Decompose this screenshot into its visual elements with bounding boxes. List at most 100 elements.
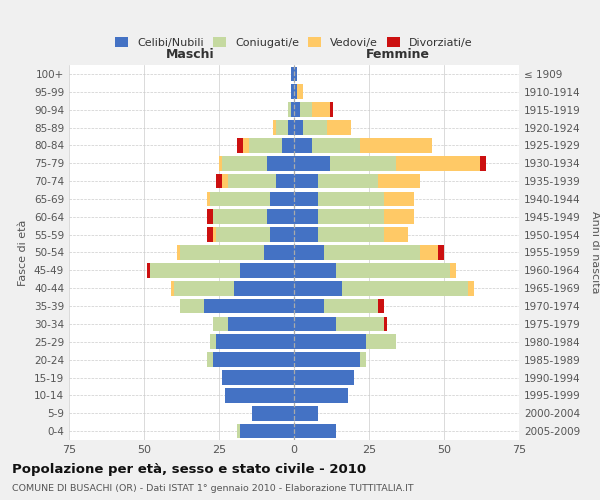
- Legend: Celibi/Nubili, Coniugati/e, Vedovi/e, Divorziati/e: Celibi/Nubili, Coniugati/e, Vedovi/e, Di…: [111, 33, 477, 52]
- Bar: [225, 388, 294, 402]
- Bar: [207, 210, 213, 224]
- Bar: [294, 316, 336, 331]
- Bar: [294, 210, 318, 224]
- Bar: [300, 102, 312, 117]
- Bar: [252, 406, 294, 420]
- Bar: [336, 316, 384, 331]
- Bar: [318, 192, 384, 206]
- Bar: [219, 156, 222, 170]
- Bar: [207, 352, 213, 367]
- Bar: [294, 192, 318, 206]
- Bar: [384, 192, 414, 206]
- Bar: [288, 120, 294, 135]
- Bar: [207, 192, 210, 206]
- Bar: [294, 66, 297, 81]
- Bar: [342, 281, 468, 295]
- Bar: [294, 245, 324, 260]
- Bar: [294, 156, 330, 170]
- Bar: [384, 228, 408, 242]
- Bar: [297, 84, 303, 99]
- Bar: [267, 210, 294, 224]
- Bar: [312, 138, 360, 152]
- Bar: [210, 192, 270, 206]
- Bar: [276, 120, 288, 135]
- Bar: [318, 174, 378, 188]
- Bar: [273, 120, 276, 135]
- Bar: [294, 228, 318, 242]
- Bar: [222, 370, 294, 385]
- Bar: [312, 102, 330, 117]
- Bar: [360, 352, 366, 367]
- Bar: [174, 281, 234, 295]
- Bar: [294, 424, 336, 438]
- Bar: [291, 66, 294, 81]
- Bar: [207, 228, 213, 242]
- Bar: [147, 263, 150, 278]
- Bar: [294, 298, 324, 314]
- Bar: [294, 120, 303, 135]
- Text: COMUNE DI BUSACHI (OR) - Dati ISTAT 1° gennaio 2010 - Elaborazione TUTTITALIA.IT: COMUNE DI BUSACHI (OR) - Dati ISTAT 1° g…: [12, 484, 413, 493]
- Bar: [234, 281, 294, 295]
- Bar: [291, 102, 294, 117]
- Bar: [270, 228, 294, 242]
- Bar: [237, 138, 243, 152]
- Bar: [450, 263, 456, 278]
- Bar: [294, 281, 342, 295]
- Bar: [180, 245, 264, 260]
- Bar: [222, 156, 267, 170]
- Bar: [294, 138, 312, 152]
- Bar: [264, 245, 294, 260]
- Bar: [396, 156, 480, 170]
- Bar: [294, 174, 318, 188]
- Bar: [294, 406, 318, 420]
- Bar: [384, 210, 414, 224]
- Bar: [213, 352, 294, 367]
- Bar: [240, 424, 294, 438]
- Bar: [366, 334, 396, 349]
- Bar: [180, 298, 204, 314]
- Bar: [303, 120, 327, 135]
- Bar: [438, 245, 444, 260]
- Bar: [237, 424, 240, 438]
- Bar: [288, 102, 291, 117]
- Bar: [360, 138, 432, 152]
- Bar: [294, 388, 348, 402]
- Bar: [228, 316, 294, 331]
- Bar: [294, 84, 297, 99]
- Bar: [282, 138, 294, 152]
- Bar: [213, 316, 228, 331]
- Bar: [420, 245, 438, 260]
- Bar: [294, 102, 300, 117]
- Bar: [249, 138, 282, 152]
- Bar: [216, 334, 294, 349]
- Bar: [213, 228, 216, 242]
- Bar: [267, 156, 294, 170]
- Bar: [216, 174, 222, 188]
- Bar: [294, 370, 354, 385]
- Bar: [216, 228, 270, 242]
- Text: Femmine: Femmine: [365, 48, 430, 61]
- Text: Popolazione per età, sesso e stato civile - 2010: Popolazione per età, sesso e stato civil…: [12, 462, 366, 475]
- Bar: [324, 298, 378, 314]
- Bar: [468, 281, 474, 295]
- Bar: [330, 102, 333, 117]
- Bar: [177, 245, 180, 260]
- Text: Maschi: Maschi: [166, 48, 215, 61]
- Y-axis label: Fasce di età: Fasce di età: [19, 220, 28, 286]
- Bar: [150, 263, 240, 278]
- Bar: [228, 174, 276, 188]
- Bar: [222, 174, 228, 188]
- Bar: [210, 334, 216, 349]
- Bar: [270, 192, 294, 206]
- Y-axis label: Anni di nascita: Anni di nascita: [590, 211, 600, 294]
- Bar: [318, 210, 384, 224]
- Bar: [384, 316, 387, 331]
- Bar: [378, 174, 420, 188]
- Bar: [204, 298, 294, 314]
- Bar: [291, 84, 294, 99]
- Bar: [294, 352, 360, 367]
- Bar: [327, 120, 351, 135]
- Bar: [171, 281, 174, 295]
- Bar: [330, 156, 396, 170]
- Bar: [294, 334, 366, 349]
